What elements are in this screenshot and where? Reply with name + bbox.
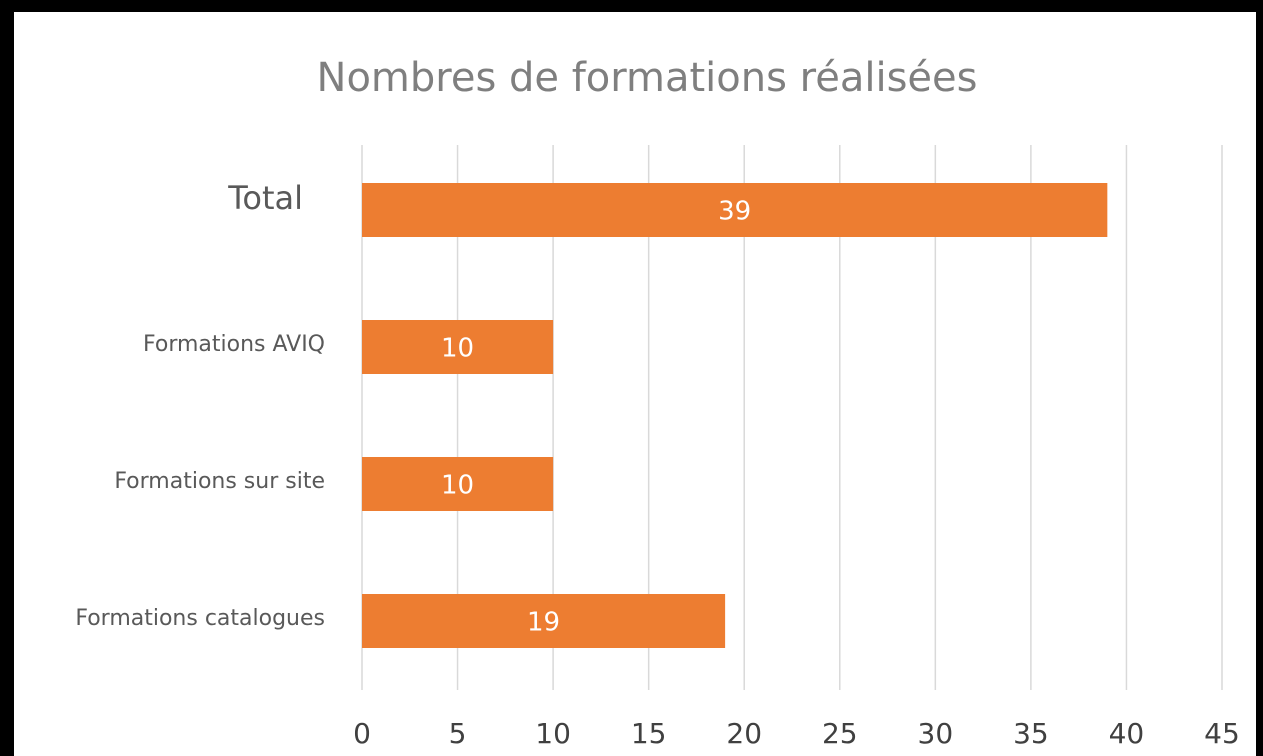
data-label: 10	[441, 471, 474, 501]
x-tick-label: 0	[353, 717, 371, 750]
x-tick-label: 45	[1204, 717, 1240, 750]
chart-title: Nombres de formations réalisées	[317, 55, 978, 101]
bar	[362, 594, 726, 648]
frame-left	[0, 0, 14, 756]
x-tick-label: 5	[449, 717, 467, 750]
x-tick-label: 15	[631, 717, 667, 750]
x-tick-label: 35	[1013, 717, 1049, 750]
x-tick-label: 20	[726, 717, 762, 750]
y-tick-label: Total	[227, 179, 303, 217]
frame-right	[1256, 0, 1263, 756]
data-label: 10	[441, 334, 474, 364]
x-tick-label: 10	[535, 717, 571, 750]
data-label: 39	[718, 197, 751, 227]
x-tick-label: 30	[918, 717, 954, 750]
bar	[362, 183, 1108, 237]
x-tick-label: 25	[822, 717, 858, 750]
bar	[362, 457, 554, 511]
bar	[362, 320, 554, 374]
y-tick-label: Formations AVIQ	[143, 332, 325, 357]
data-label: 19	[527, 608, 560, 638]
y-tick-label: Formations sur site	[114, 469, 325, 494]
y-tick-label: Formations catalogues	[75, 606, 325, 631]
frame-top	[0, 0, 1263, 12]
x-tick-label: 40	[1109, 717, 1145, 750]
